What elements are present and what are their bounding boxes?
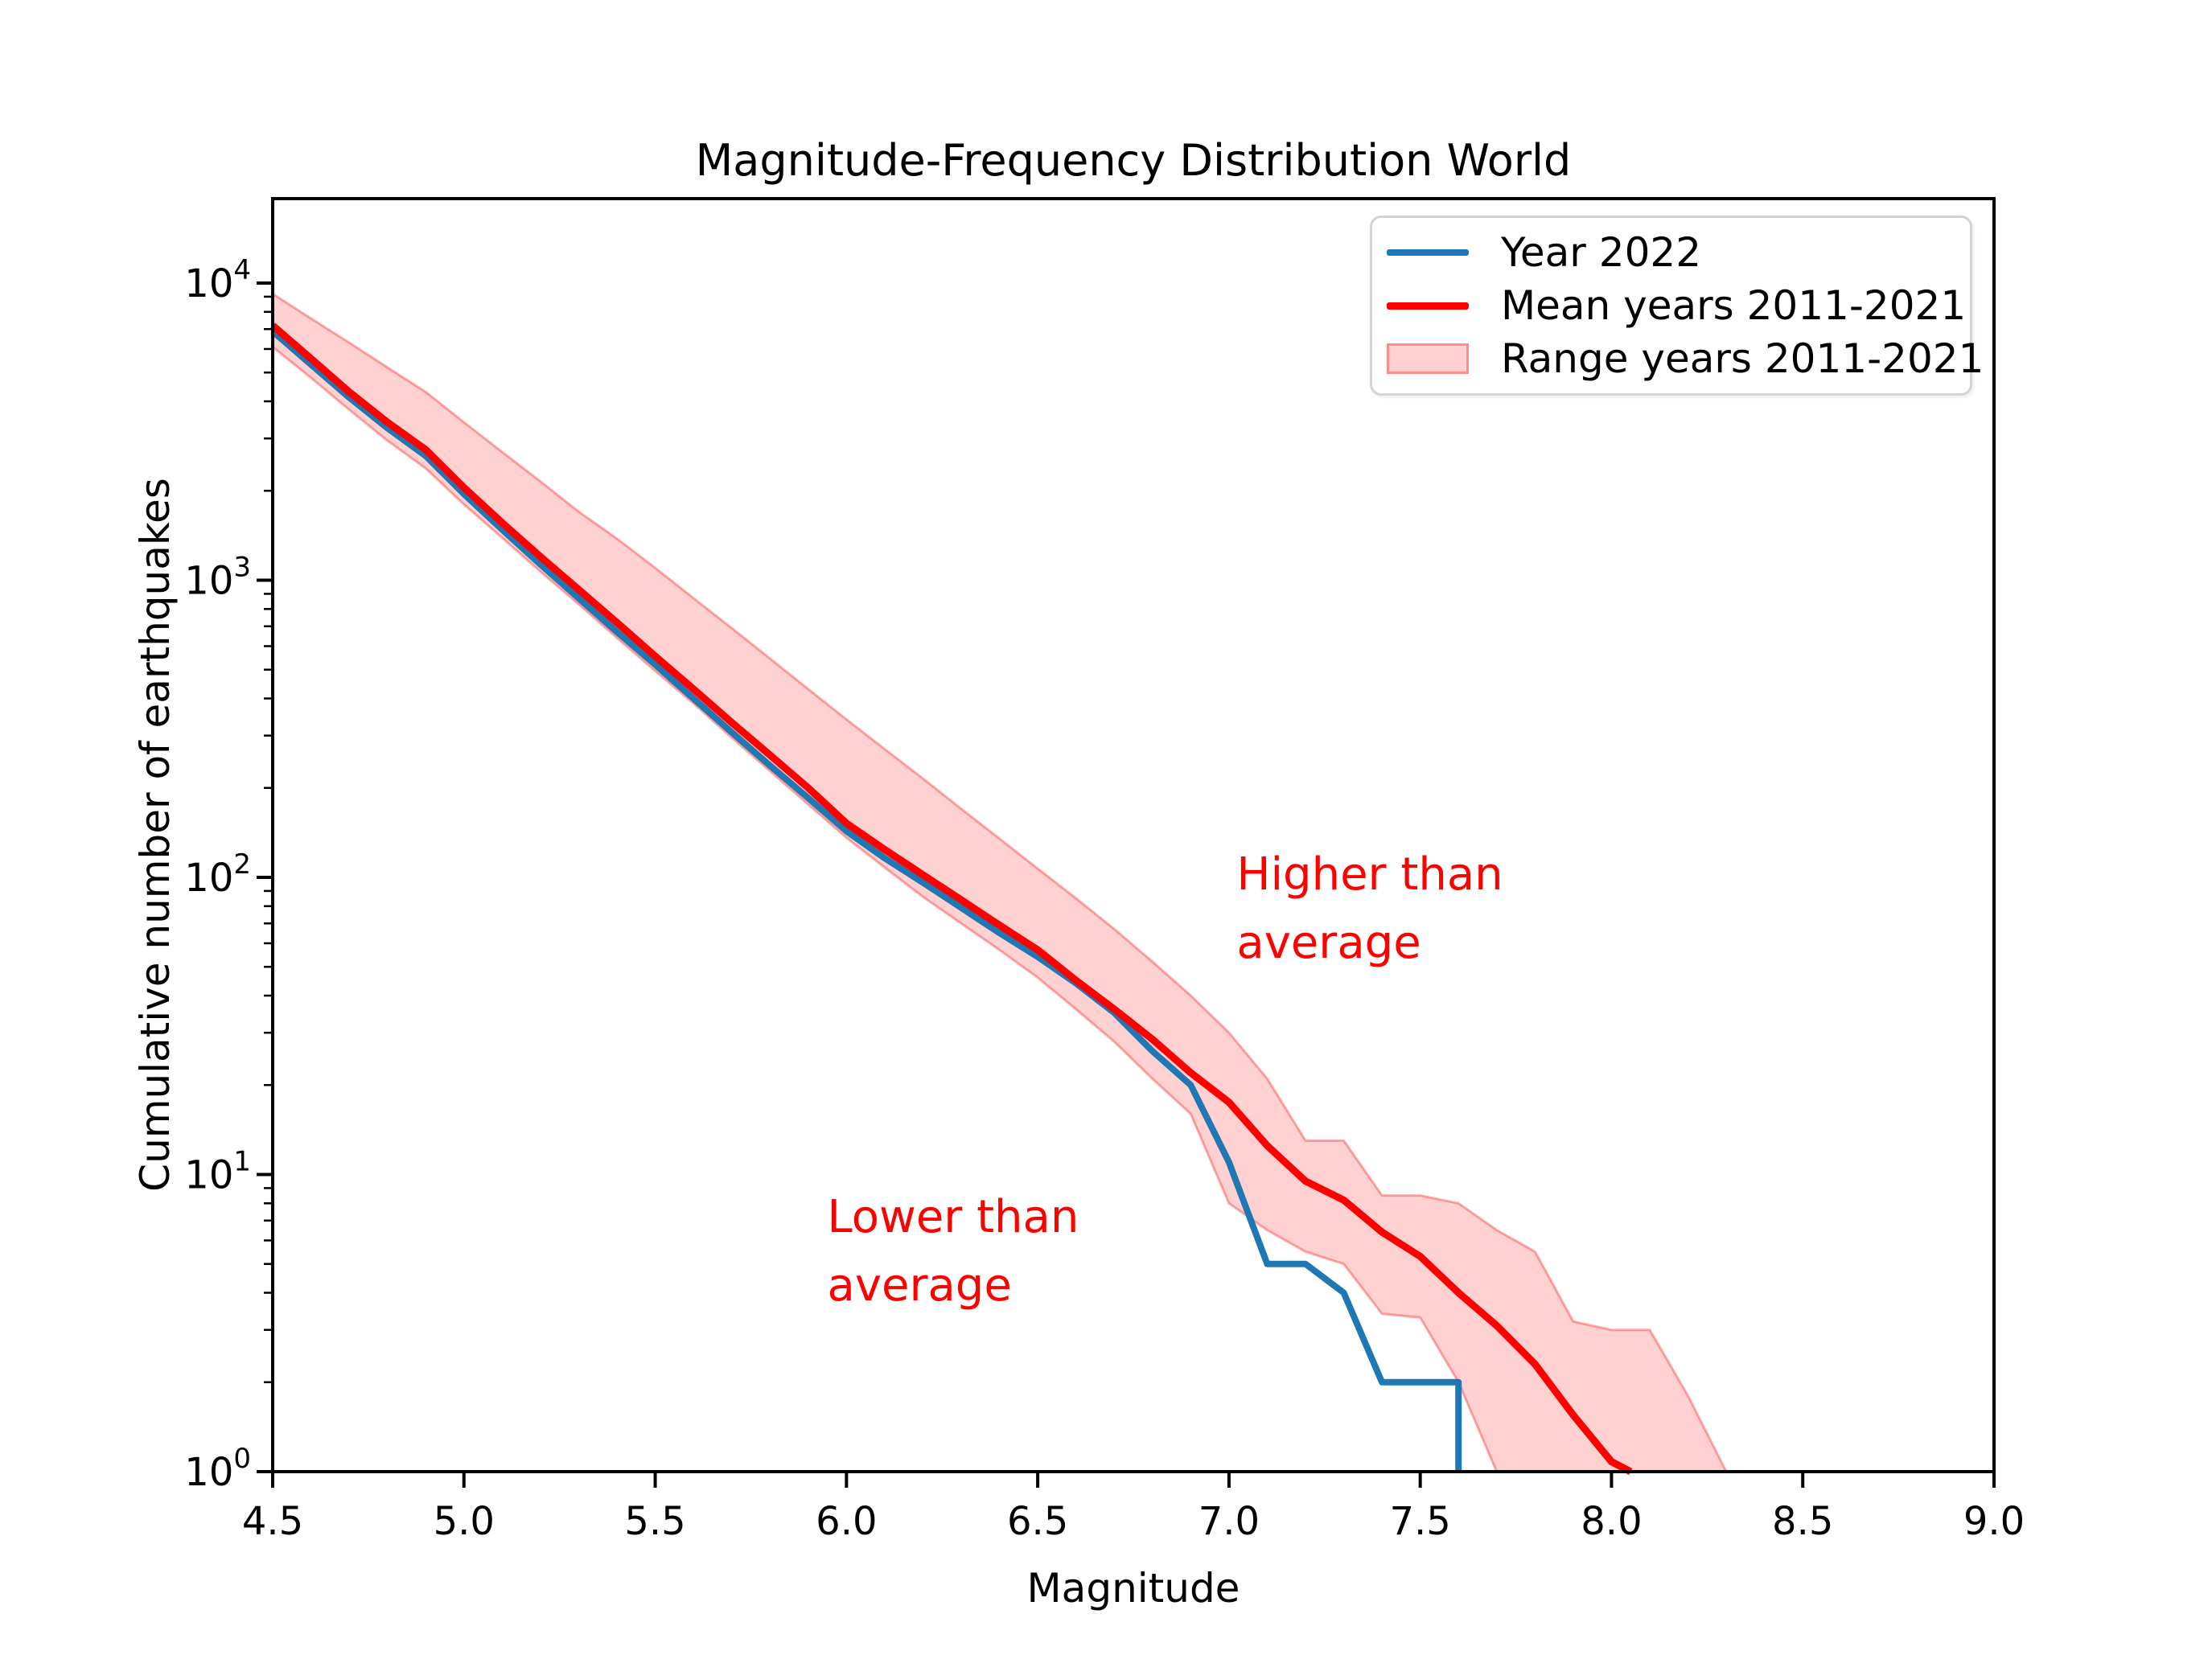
series-lines bbox=[270, 322, 1633, 1475]
legend-label-mean: Mean years 2011-2021 bbox=[1501, 282, 1967, 329]
x-tick-label: 5.0 bbox=[434, 1499, 495, 1544]
legend-line-swatch-mean bbox=[1387, 302, 1469, 310]
x-tick-label: 5.5 bbox=[624, 1499, 685, 1544]
legend-line-swatch-year-2022 bbox=[1387, 249, 1469, 256]
axes: 4.5 5.0 5.5 6.0 6.5 7.0 7.5 8.0 8.5 9.0 100 101 102… bbox=[184, 197, 2025, 1544]
y-axis: 100 101 102 103 104 bbox=[184, 254, 273, 1495]
legend: Year 2022 Mean years 2011-2021 Range yea… bbox=[1370, 216, 1984, 396]
series-line-mean-2011-2021 bbox=[270, 322, 1633, 1475]
legend-entry-year-2022: Year 2022 bbox=[1387, 227, 1954, 278]
legend-label-range: Range years 2011-2021 bbox=[1501, 335, 1984, 382]
y-axis-label: Cumulative number of earthquakes bbox=[132, 478, 179, 1192]
annotation-lower: Lower than average bbox=[828, 1191, 1079, 1312]
chart-title: Magnitude-Frequency Distribution World bbox=[696, 135, 1572, 186]
x-tick-label: 9.0 bbox=[1963, 1499, 2025, 1544]
x-tick-label: 7.0 bbox=[1199, 1499, 1260, 1544]
plot-border bbox=[271, 197, 1996, 1473]
legend-entry-range: Range years 2011-2021 bbox=[1387, 333, 1984, 384]
y-tick-label: 103 bbox=[184, 552, 251, 604]
y-tick-label: 101 bbox=[184, 1146, 251, 1198]
x-tick-label: 7.5 bbox=[1389, 1499, 1450, 1544]
x-axis-label: Magnitude bbox=[1027, 1565, 1240, 1612]
legend-entry-mean: Mean years 2011-2021 bbox=[1387, 280, 1966, 331]
x-tick-label: 8.0 bbox=[1581, 1499, 1642, 1544]
legend-patch-swatch-range bbox=[1387, 343, 1469, 374]
x-tick-label: 6.0 bbox=[816, 1499, 877, 1544]
legend-label-year-2022: Year 2022 bbox=[1501, 229, 1701, 276]
y-tick-label: 104 bbox=[184, 254, 251, 306]
x-tick-label: 8.5 bbox=[1772, 1499, 1833, 1544]
x-axis: 4.5 5.0 5.5 6.0 6.5 7.0 7.5 8.0 8.5 9.0 bbox=[242, 1472, 2025, 1544]
annotation-higher: Higher than average bbox=[1236, 848, 1503, 969]
x-tick-label: 6.5 bbox=[1007, 1499, 1068, 1544]
annotations: Higher than average Lower than average bbox=[828, 848, 1503, 1312]
y-tick-label: 100 bbox=[184, 1443, 251, 1495]
y-tick-label: 102 bbox=[184, 848, 251, 901]
x-tick-label: 4.5 bbox=[242, 1499, 303, 1544]
series-line-year-2022 bbox=[270, 328, 1462, 1472]
